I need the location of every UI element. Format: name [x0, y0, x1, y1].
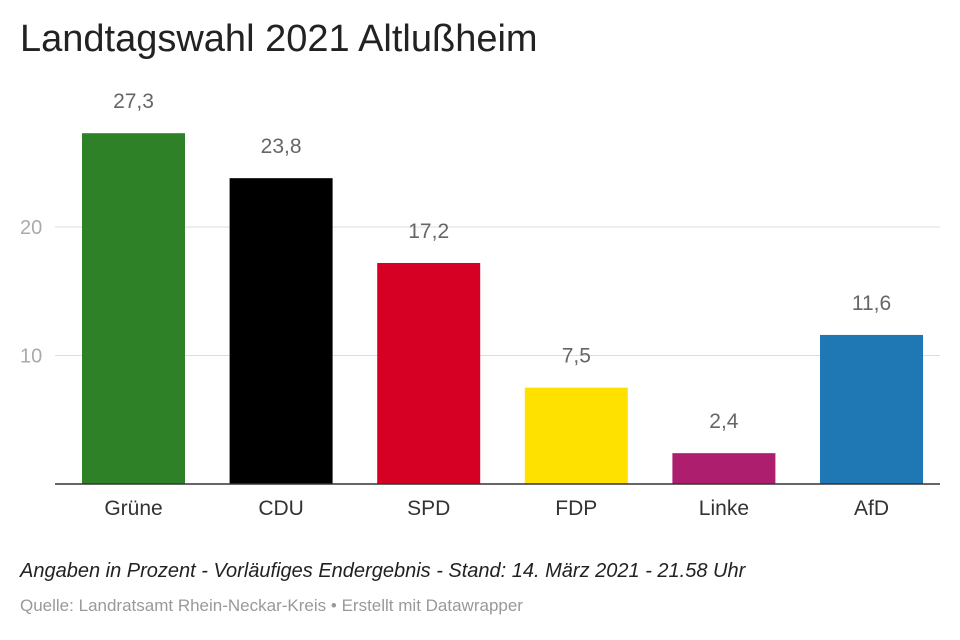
bar-grüne[interactable] [82, 133, 185, 484]
value-label: 11,6 [852, 292, 891, 315]
bar-afd[interactable] [820, 334, 923, 484]
category-label: Grüne [104, 497, 162, 520]
value-label: 23,8 [261, 135, 302, 158]
value-label: 7,5 [562, 345, 591, 368]
bar-spd[interactable] [377, 262, 481, 484]
datawrapper-credit[interactable]: Erstellt mit Datawrapper [341, 596, 523, 615]
bar-layer [82, 133, 923, 485]
grid-layer: 10 20 [20, 217, 940, 368]
source-link[interactable]: Landratsamt Rhein-Neckar-Kreis [78, 596, 327, 615]
value-label: 27,3 [113, 90, 154, 113]
category-label: FDP [555, 497, 597, 520]
y-tick-label: 20 [20, 217, 42, 239]
category-label: CDU [258, 497, 304, 520]
value-label: 2,4 [709, 410, 739, 433]
bar-cdu[interactable] [229, 178, 333, 485]
category-label: Linke [699, 497, 749, 520]
bar-chart: 10 20 27,3 Grüne 23,8 CDU 17,2 SPD 7,5 FDP 2,4 Lin… [20, 90, 940, 520]
y-tick-label: 10 [20, 346, 42, 368]
category-label: SPD [407, 497, 450, 520]
source-label: Quelle: [20, 596, 74, 615]
label-layer: 27,3 Grüne 23,8 CDU 17,2 SPD 7,5 FDP 2,4 Linke 11,… [104, 90, 891, 520]
category-label: AfD [854, 497, 889, 520]
chart-notes: Angaben in Prozent - Vorläufiges Enderge… [20, 560, 746, 582]
bar-linke[interactable] [672, 453, 776, 484]
chart-title: Landtagswahl 2021 Altlußheim [20, 18, 538, 60]
bar-fdp[interactable] [524, 387, 628, 484]
value-label: 17,2 [408, 220, 449, 243]
chart-footer: Quelle: Landratsamt Rhein-Neckar-Kreis •… [20, 596, 523, 616]
footer-separator: • [330, 596, 337, 615]
